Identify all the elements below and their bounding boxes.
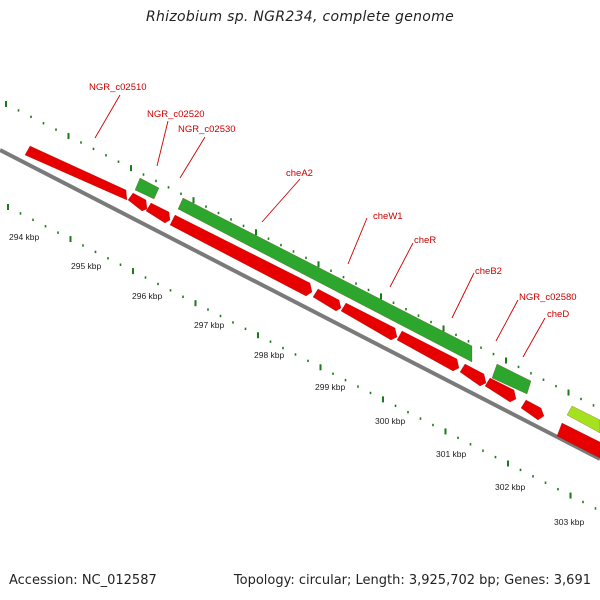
gene-label: cheA2 [286, 168, 313, 179]
gene-label: cheR [414, 235, 436, 246]
gene-arrow [145, 202, 171, 224]
gene-label: NGR_c02520 [147, 109, 205, 120]
gene-arrow [169, 214, 313, 297]
kbp-label: 302 kbp [495, 482, 526, 492]
label-leader [261, 178, 301, 223]
gene-features [24, 145, 600, 459]
gene-arrow [566, 405, 600, 434]
label-leader [156, 120, 169, 167]
kbp-label: 299 kbp [315, 382, 346, 392]
gene-arrow [491, 363, 532, 395]
map-title: Rhizobium sp. NGR234, complete genome [145, 9, 455, 25]
accession-text: Accession: NC_012587 [9, 573, 157, 588]
gene-labels: NGR_c02510 NGR_c02520 NGR_c02530 cheA2 cheW1… [89, 82, 577, 320]
upper-tick-track [5, 101, 595, 407]
gene-label: cheB2 [475, 266, 502, 277]
kbp-scale-labels: 294 kbp 295 kbp 296 kbp 297 kbp 298 kbp 299 k… [9, 232, 585, 527]
label-leader [451, 272, 475, 319]
label-leader [389, 242, 414, 288]
gene-arrow [24, 145, 128, 201]
gene-arrow [134, 177, 160, 200]
gene-arrow [396, 330, 460, 372]
kbp-label: 303 kbp [554, 517, 585, 527]
gene-arrow [459, 363, 487, 387]
gene-arrow [520, 399, 545, 421]
gene-label: cheD [547, 309, 569, 320]
gene-arrow [177, 197, 473, 363]
lower-tick-track [7, 204, 597, 510]
gene-label: NGR_c02530 [178, 124, 236, 135]
genome-summary-text: Topology: circular; Length: 3,925,702 bp… [233, 573, 591, 588]
label-leader [347, 217, 368, 265]
kbp-label: 296 kbp [132, 291, 163, 301]
gene-arrow [127, 192, 148, 212]
gene-label: NGR_c02580 [519, 292, 577, 303]
gene-arrow [340, 302, 398, 341]
kbp-label: 298 kbp [254, 350, 285, 360]
label-leader [495, 299, 519, 342]
gene-arrow [484, 377, 517, 403]
gene-label: cheW1 [373, 211, 403, 222]
gene-arrow [556, 422, 600, 459]
label-leader [522, 317, 546, 358]
label-leader-lines [94, 94, 546, 358]
kbp-label: 301 kbp [436, 449, 467, 459]
label-leader [179, 136, 206, 179]
kbp-label: 300 kbp [375, 416, 406, 426]
gene-arrow [312, 288, 342, 312]
genome-backbone [0, 148, 600, 461]
kbp-label: 295 kbp [71, 261, 102, 271]
label-leader [94, 94, 121, 139]
kbp-label: 294 kbp [9, 232, 40, 242]
kbp-label: 297 kbp [194, 320, 225, 330]
gene-label: NGR_c02510 [89, 82, 147, 93]
